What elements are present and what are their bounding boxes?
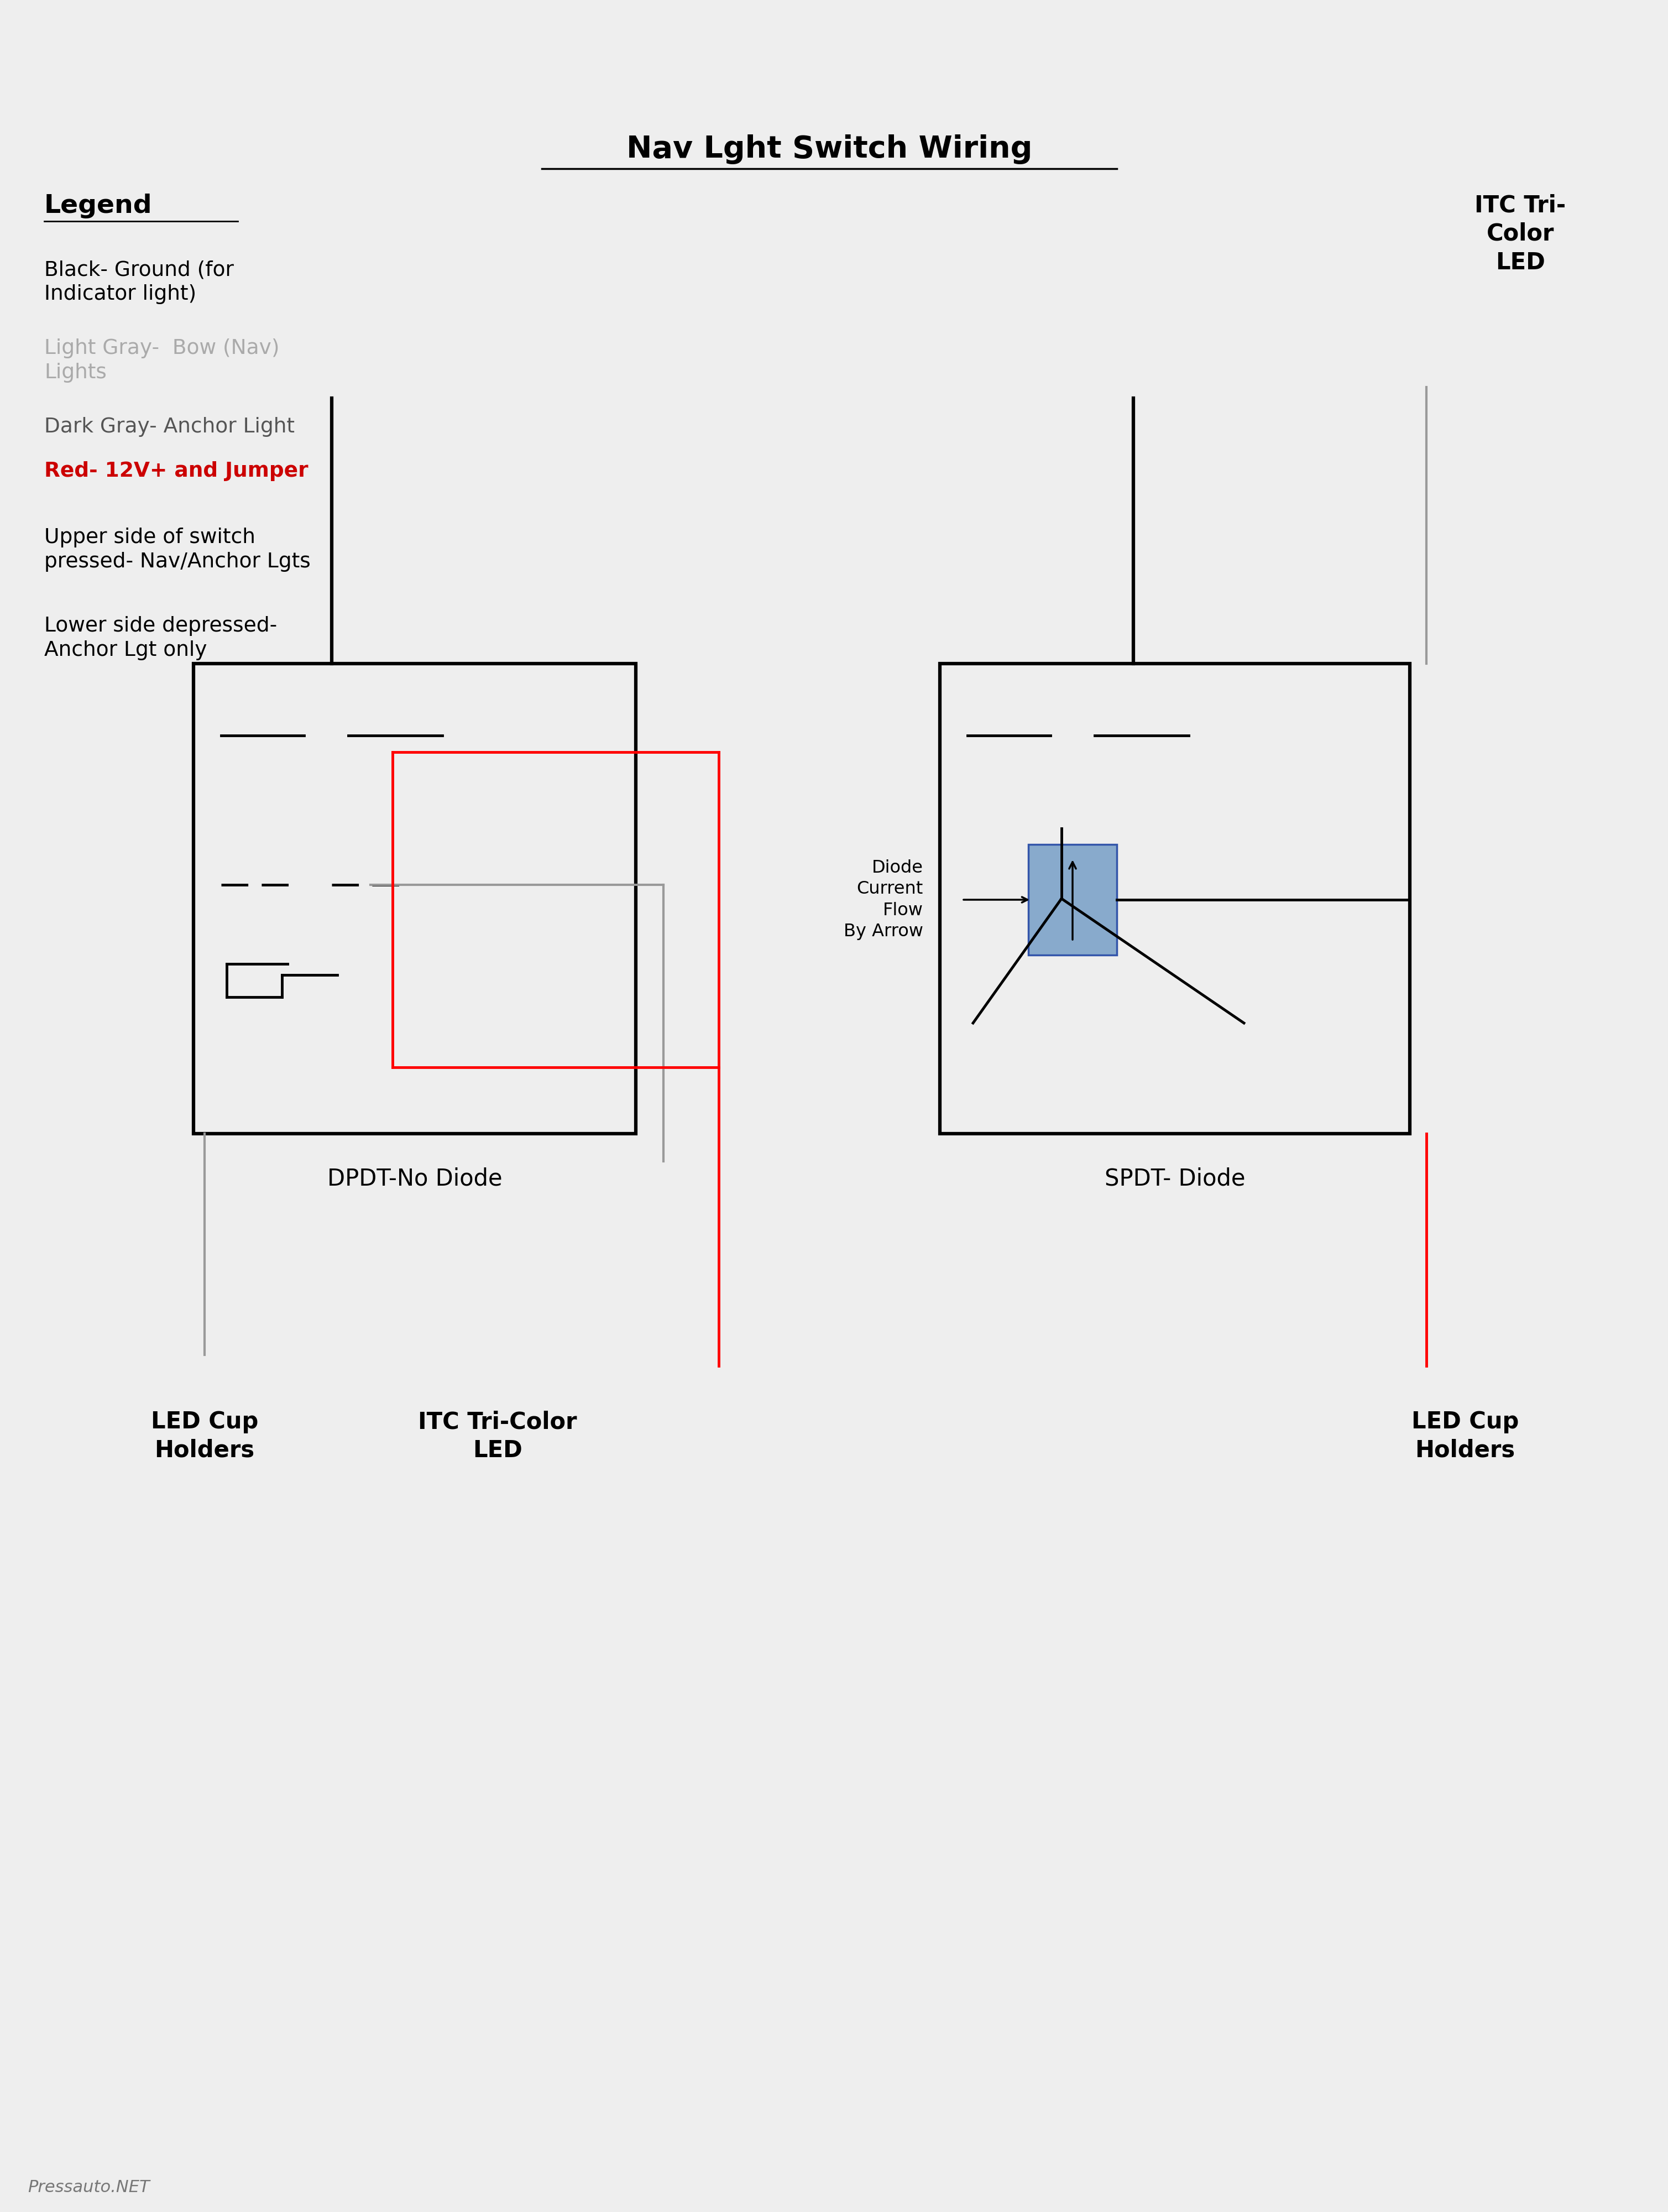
Text: Upper side of switch
pressed- Nav/Anchor Lgts: Upper side of switch pressed- Nav/Anchor… xyxy=(45,529,310,573)
Text: Pressauto.NET: Pressauto.NET xyxy=(28,2179,150,2194)
Text: Nav Lght Switch Wiring: Nav Lght Switch Wiring xyxy=(626,135,1032,164)
Text: Light Gray-  Bow (Nav)
Lights: Light Gray- Bow (Nav) Lights xyxy=(45,338,280,383)
Text: Diode
Current
Flow
By Arrow: Diode Current Flow By Arrow xyxy=(844,860,924,940)
Text: ITC Tri-Color
LED: ITC Tri-Color LED xyxy=(419,1411,577,1462)
Text: Red- 12V+ and Jumper: Red- 12V+ and Jumper xyxy=(45,462,309,482)
Text: LED Cup
Holders: LED Cup Holders xyxy=(1411,1411,1520,1462)
Text: SPDT- Diode: SPDT- Diode xyxy=(1104,1168,1246,1190)
Text: Black- Ground (for
Indicator light): Black- Ground (for Indicator light) xyxy=(45,261,234,305)
Text: Legend: Legend xyxy=(45,195,152,219)
Text: Dark Gray- Anchor Light: Dark Gray- Anchor Light xyxy=(45,418,295,438)
Bar xyxy=(1029,845,1118,956)
Bar xyxy=(939,664,1409,1133)
Text: LED Cup
Holders: LED Cup Holders xyxy=(150,1411,259,1462)
Text: ITC Tri-
Color
LED: ITC Tri- Color LED xyxy=(1475,195,1566,274)
Text: DPDT-No Diode: DPDT-No Diode xyxy=(327,1168,502,1190)
Bar xyxy=(193,664,636,1133)
Text: Lower side depressed-
Anchor Lgt only: Lower side depressed- Anchor Lgt only xyxy=(45,617,277,661)
